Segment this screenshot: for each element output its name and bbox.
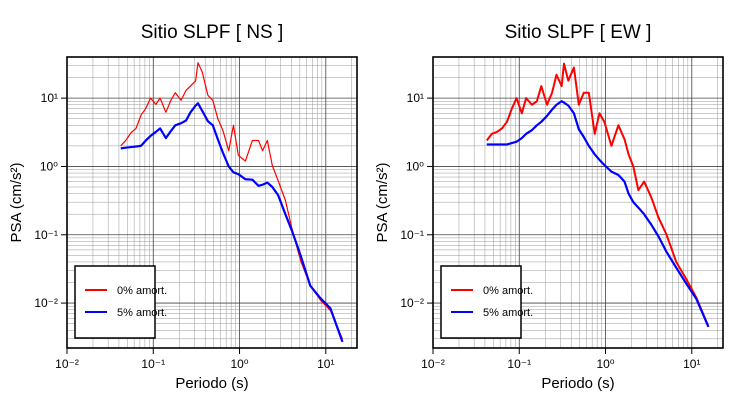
x-tick-label: 10¹ <box>683 357 700 371</box>
chart-title: Sitio SLPF [ NS ] <box>141 22 284 43</box>
y-tick-label: 10¹ <box>41 91 58 105</box>
x-axis-label: Periodo (s) <box>541 375 614 392</box>
y-axis-label: PSA (cm/s²) <box>8 162 25 242</box>
legend-label: 0% amort. <box>483 285 533 297</box>
y-tick-label: 10⁻¹ <box>400 228 424 242</box>
plot-frame <box>432 56 724 349</box>
legend-label: 0% amort. <box>117 285 167 297</box>
y-tick-label: 10⁰ <box>40 159 58 173</box>
x-tick-label: 10⁻² <box>421 357 445 371</box>
x-tick-label: 10⁻² <box>55 357 79 371</box>
x-tick-label: 10⁰ <box>230 357 248 371</box>
y-tick-label: 10⁻² <box>34 296 58 310</box>
x-tick-label: 10⁻¹ <box>507 357 531 371</box>
y-axis-label: PSA (cm/s²) <box>374 162 391 242</box>
panel: 10⁻² 10⁻¹ 10⁰ 10¹ 10⁻² 10⁻¹ 10⁰ 10¹ Sitio SLPF [… <box>8 22 358 392</box>
x-tick-label: 10⁰ <box>596 357 614 371</box>
y-tick-label: 10⁻¹ <box>34 228 58 242</box>
y-tick-label: 10¹ <box>407 91 424 105</box>
x-tick-label: 10¹ <box>317 357 334 371</box>
series-line <box>120 102 344 343</box>
y-tick-label: 10⁰ <box>406 159 424 173</box>
panel: 10⁻² 10⁻¹ 10⁰ 10¹ 10⁻² 10⁻¹ 10⁰ 10¹ Sitio SLPF [… <box>374 22 724 392</box>
legend-label: 5% amort. <box>483 307 533 319</box>
y-tick-label: 10⁻² <box>400 296 424 310</box>
chart-title: Sitio SLPF [ EW ] <box>505 22 652 43</box>
legend-box <box>74 265 156 339</box>
series-line <box>486 100 710 328</box>
legend-label: 5% amort. <box>117 307 167 319</box>
legend-box <box>440 265 522 339</box>
series-line <box>120 62 344 340</box>
series-line <box>485 62 710 328</box>
x-axis-label: Periodo (s) <box>175 375 248 392</box>
plot-frame <box>66 56 358 349</box>
x-tick-label: 10⁻¹ <box>141 357 165 371</box>
